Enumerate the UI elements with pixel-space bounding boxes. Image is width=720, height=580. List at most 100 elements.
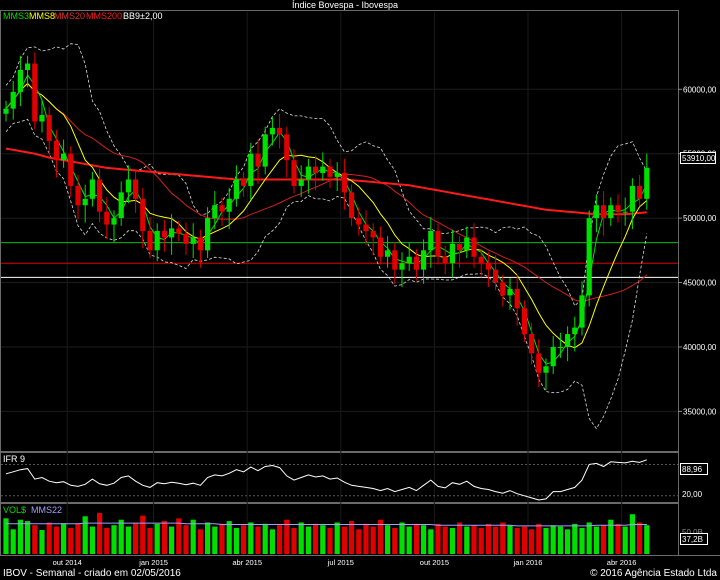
volume-bar	[313, 523, 319, 554]
candle-body	[644, 167, 650, 199]
candle-body	[313, 166, 319, 174]
bollinger-lower	[5, 118, 648, 430]
candle-body	[68, 153, 74, 186]
volume-bar	[241, 525, 247, 554]
candle-body	[485, 263, 491, 270]
candle-body	[205, 218, 211, 251]
volume-bar	[269, 529, 275, 554]
volume-bar	[147, 527, 153, 554]
candle-body	[190, 237, 196, 244]
candle-body	[118, 192, 124, 219]
candle-body	[277, 127, 283, 135]
candle-body	[226, 198, 232, 212]
candle-body	[97, 179, 103, 212]
x-tick-label: jan 2016	[513, 558, 543, 567]
candle-body	[637, 185, 643, 199]
volume-bar	[363, 523, 369, 554]
candle-body	[154, 231, 160, 251]
volume-ma-line	[6, 522, 647, 527]
candle-body	[586, 218, 592, 296]
volume-bar	[89, 526, 95, 554]
x-tick-label: jul 2015	[327, 558, 354, 567]
candle-body	[248, 153, 254, 186]
candle-body	[543, 366, 549, 373]
volume-bar	[586, 522, 592, 554]
candle-body	[629, 185, 635, 212]
volume-bar	[125, 526, 131, 554]
volume-bar	[327, 527, 333, 554]
volume-bar	[392, 527, 398, 554]
volume-bar	[212, 526, 218, 554]
volume-bar	[284, 519, 290, 554]
x-tick-label: abr 2016	[607, 558, 637, 567]
candle-body	[104, 211, 110, 225]
candle-body	[82, 198, 88, 206]
volume-bar	[32, 525, 38, 554]
volume-bar	[349, 521, 355, 554]
volume-bar	[377, 519, 383, 554]
volume-bar	[521, 526, 527, 554]
candle-body	[111, 218, 117, 225]
candle-body	[557, 346, 563, 348]
candle-body	[370, 231, 376, 238]
candle-body	[478, 256, 484, 264]
volume-bar	[219, 523, 225, 554]
volume-bar	[341, 526, 347, 554]
x-tick-label: out 2014	[53, 558, 82, 567]
volume-bar	[262, 523, 268, 554]
volume-bar	[255, 526, 261, 554]
candle-body	[183, 233, 189, 244]
candle-body	[529, 334, 535, 354]
candle-body	[320, 166, 326, 174]
volume-bar	[608, 519, 614, 554]
volume-bar	[17, 519, 23, 554]
candle-body	[176, 228, 182, 234]
volume-bar	[75, 523, 81, 554]
candle-body	[435, 231, 441, 257]
volume-bar	[637, 522, 643, 554]
volume-bar	[464, 526, 470, 554]
footer-left: IBOV - Semanal - criado em 02/05/2016	[3, 568, 181, 579]
candle-body	[507, 288, 513, 296]
volume-bar	[536, 523, 542, 554]
candle-body	[457, 243, 463, 251]
candle-body	[305, 166, 311, 180]
candle-body	[377, 237, 383, 257]
candle-body	[356, 218, 362, 225]
volume-ma-title: MMS22	[31, 505, 62, 515]
volume-bar	[197, 529, 203, 554]
time-axis: out 2014 jan 2015 abr 2015 jul 2015 out 2015…	[53, 558, 637, 567]
volume-bar	[514, 527, 520, 554]
candle-body	[212, 205, 218, 219]
candle-body	[493, 269, 499, 283]
candle-body	[284, 134, 290, 161]
y-tick-label: 60000,00	[683, 85, 717, 94]
candle-body	[241, 179, 247, 186]
volume-bar	[622, 526, 628, 554]
candle-body	[39, 115, 45, 122]
volume-bar	[565, 529, 571, 554]
volume-bar	[205, 522, 211, 554]
legend-bb: BB9±2,00	[123, 11, 162, 21]
y-tick-label: 40000,00	[683, 343, 717, 352]
volume-bar	[176, 518, 182, 554]
volume-bar	[449, 527, 455, 554]
candle-body	[89, 179, 95, 199]
volume-bar	[500, 522, 506, 554]
candle-body	[25, 63, 31, 70]
volume-bar	[644, 525, 650, 554]
volume-bar	[61, 523, 67, 554]
volume-title: VOL$	[3, 505, 26, 515]
volume-bar	[413, 523, 419, 554]
candle-body	[349, 192, 355, 219]
candle-body	[550, 346, 556, 367]
candle-body	[133, 179, 139, 199]
volume-bar	[118, 519, 124, 554]
volume-bar	[399, 522, 405, 554]
volume-bar	[53, 526, 59, 554]
y-tick-label: 45000,00	[683, 279, 717, 288]
rsi-value-box	[680, 463, 708, 475]
x-tick-label: abr 2015	[232, 558, 262, 567]
volume-bar	[46, 522, 52, 554]
